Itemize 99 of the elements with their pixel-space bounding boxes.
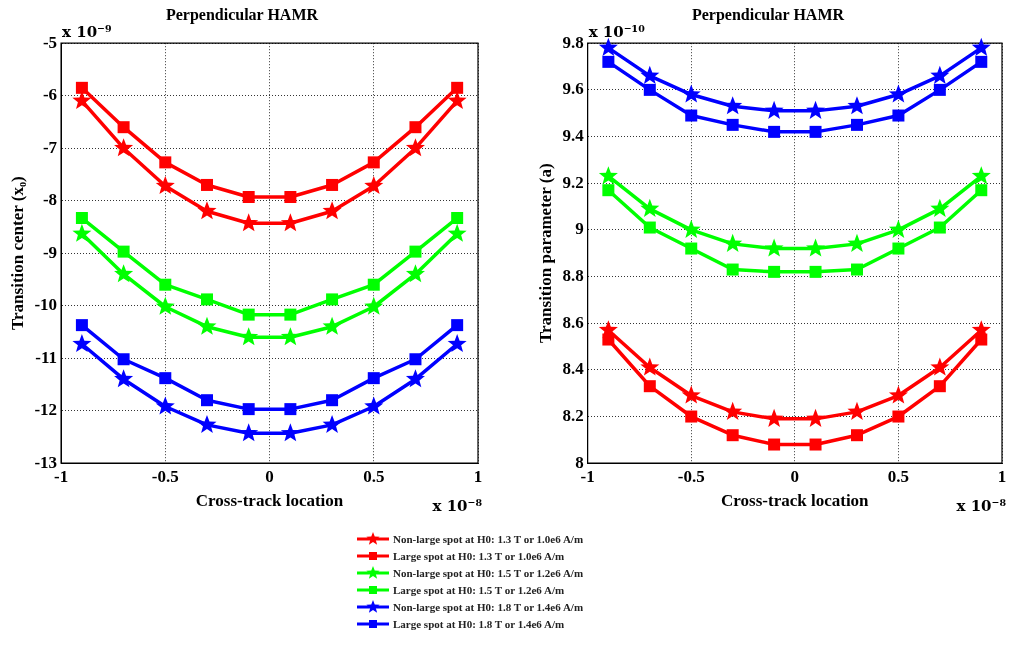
y-tick-label: 8.2: [562, 405, 584, 425]
point: [723, 233, 743, 252]
point: [197, 316, 217, 335]
point: [364, 176, 384, 195]
y-tick-label: -11: [35, 347, 58, 367]
point: [681, 84, 701, 103]
point: [197, 414, 217, 433]
point: [723, 96, 743, 115]
text: x 10⁻⁸: [432, 496, 483, 515]
legend-label: Large spot at H0: 1.5 T or 1.2e6 A/m: [393, 583, 565, 596]
y-tick-label: 9.6: [562, 79, 584, 99]
x-tick-label: 1: [997, 466, 1007, 486]
point: [806, 408, 826, 427]
point: [847, 233, 867, 252]
x-tick-label: 0: [265, 466, 274, 486]
x-axis-title: Cross-track location: [721, 491, 870, 511]
y-tick-label: 9.4: [562, 125, 585, 145]
legend-label: Large spot at H0: 1.8 T or 1.4e6 A/m: [393, 617, 565, 630]
legend-label: Large spot at H0: 1.3 T or 1.0e6 A/m: [393, 549, 565, 562]
legend-label: Non-large spot at H0: 1.8 T or 1.4e6 A/m: [393, 600, 584, 613]
point: [239, 327, 259, 346]
y-tick-label: 8.4: [562, 359, 585, 379]
y-tick-label: -13: [34, 452, 58, 472]
y-tick-label: 9: [575, 219, 584, 239]
point: [640, 357, 660, 376]
point: [405, 138, 425, 157]
y-tick-label: -8: [42, 190, 58, 210]
x-tick-label: 1: [473, 466, 483, 486]
y-tick-label: 8.6: [562, 312, 584, 332]
point: [155, 176, 175, 195]
point: [239, 213, 259, 232]
point: [723, 401, 743, 420]
point: [364, 296, 384, 315]
point: [197, 201, 217, 220]
point: [681, 385, 701, 404]
text: x 10⁻¹⁰: [588, 22, 646, 41]
y-tick-label: -10: [34, 295, 58, 315]
point: [322, 316, 342, 335]
y-tick-label: -9: [42, 242, 58, 262]
point: [930, 357, 950, 376]
point: [806, 100, 826, 119]
point: [72, 223, 92, 242]
y-tick-label: 8: [575, 452, 584, 472]
point: [681, 219, 701, 238]
point: [888, 385, 908, 404]
point: [447, 223, 467, 242]
point: [888, 84, 908, 103]
x-tick-label: 0.5: [363, 466, 385, 486]
x-tick-label: 0: [790, 466, 800, 486]
y-axis-title: Transition center (x₀): [7, 176, 27, 331]
legend-label: Non-large spot at H0: 1.3 T or 1.0e6 A/m: [393, 532, 584, 545]
point: [447, 334, 467, 353]
x-tick-label: -0.5: [151, 466, 179, 486]
point: [239, 423, 259, 442]
point: [930, 198, 950, 217]
point: [114, 138, 134, 157]
chart-title: Perpendicular HAMR: [165, 5, 319, 24]
point: [280, 423, 300, 442]
point: [764, 100, 784, 119]
y-tick-label: 8.8: [562, 265, 584, 285]
point: [280, 327, 300, 346]
point: [598, 166, 618, 185]
point: [155, 396, 175, 415]
y-tick-label: 9.2: [562, 172, 584, 192]
chart-title: Perpendicular HAMR: [691, 5, 845, 24]
y-tick-label: -6: [42, 85, 58, 105]
x-tick-label: 0.5: [887, 466, 910, 486]
point: [405, 369, 425, 388]
y-tick-label: -12: [34, 400, 58, 420]
point: [72, 334, 92, 353]
point: [598, 37, 618, 56]
point: [806, 238, 826, 257]
y-axis-title: Transition parameter (a): [535, 163, 555, 344]
point: [322, 414, 342, 433]
y-tick-label: -7: [42, 137, 58, 157]
y-tick-label: 9.8: [562, 32, 584, 52]
text: x 10⁻⁹: [62, 22, 112, 41]
x-axis-title: Cross-track location: [195, 491, 344, 511]
point: [640, 198, 660, 217]
point: [764, 408, 784, 427]
legend-label: Non-large spot at H0: 1.5 T or 1.2e6 A/m: [393, 566, 584, 579]
point: [364, 396, 384, 415]
point: [971, 166, 991, 185]
point: [114, 264, 134, 283]
point: [971, 37, 991, 56]
point: [405, 264, 425, 283]
point: [764, 238, 784, 257]
point: [155, 296, 175, 315]
point: [114, 369, 134, 388]
x-tick-label: -0.5: [677, 466, 705, 486]
point: [847, 401, 867, 420]
point: [322, 201, 342, 220]
text: x 10⁻⁸: [956, 496, 1007, 515]
point: [930, 65, 950, 84]
point: [888, 219, 908, 238]
point: [280, 213, 300, 232]
y-tick-label: -5: [42, 32, 58, 52]
point: [847, 96, 867, 115]
point: [640, 65, 660, 84]
